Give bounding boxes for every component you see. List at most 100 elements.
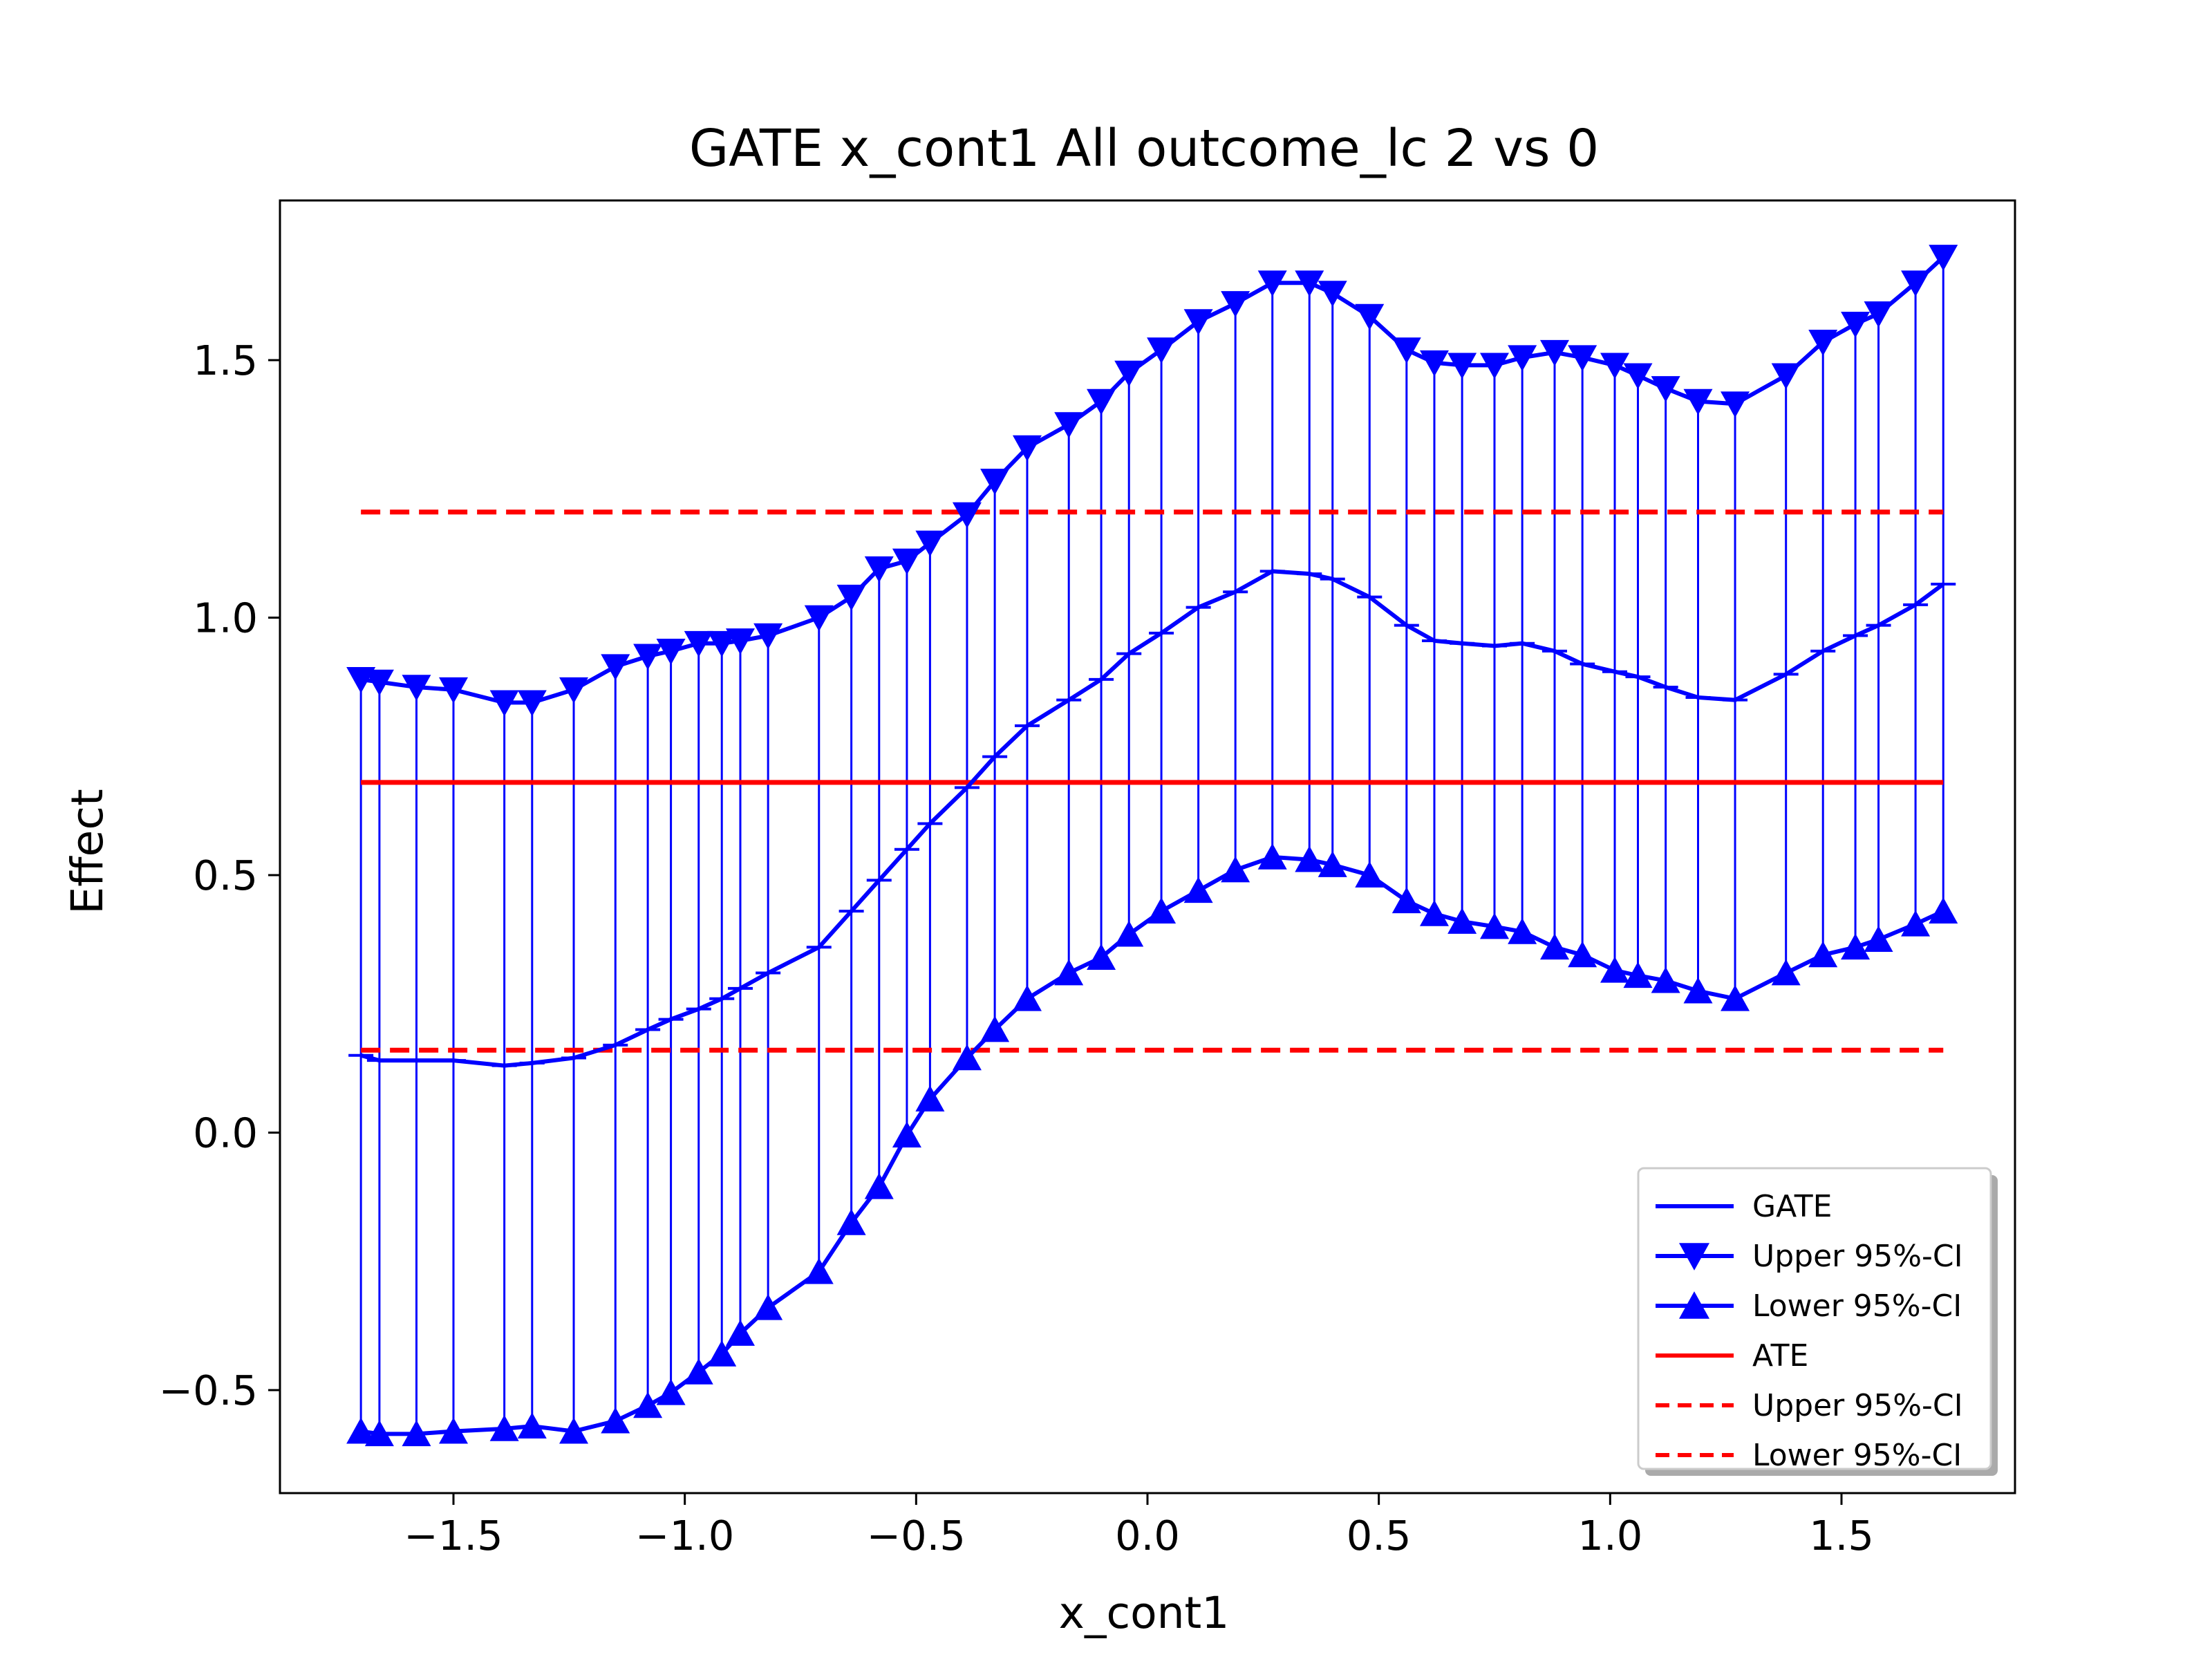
lower-ci-marker (892, 1121, 921, 1148)
lower-ci-marker (864, 1172, 894, 1199)
lower-ci-marker (1864, 926, 1893, 952)
lower-ci-marker (1480, 912, 1509, 939)
lower-ci-marker (753, 1293, 783, 1320)
lower-ci-marker (1901, 910, 1931, 937)
upper-ci-marker (684, 630, 713, 657)
upper-ci-marker (725, 628, 755, 655)
lower-ci-marker (364, 1420, 394, 1447)
lower-ci-marker (1808, 941, 1838, 968)
upper-ci-marker (1841, 311, 1871, 338)
upper-ci-marker (1391, 337, 1421, 364)
upper-ci-marker (601, 654, 630, 681)
upper-ci-marker (952, 502, 982, 529)
lower-ci-marker (1295, 845, 1324, 872)
y-tick-label: 0.0 (193, 1109, 258, 1156)
lower-ci-marker (346, 1417, 376, 1444)
upper-ci-marker (1623, 363, 1653, 390)
lower-ci-marker (1600, 956, 1630, 983)
legend-label: Upper 95%-CI (1752, 1388, 1963, 1423)
lower-ci-marker (1651, 966, 1680, 993)
y-axis-label: Effect (62, 789, 113, 914)
upper-ci-marker (364, 669, 394, 696)
upper-ci-marker (1683, 388, 1713, 415)
chart-title: GATE x_cont1 All outcome_lc 2 vs 0 (689, 119, 1599, 178)
lower-ci-marker (725, 1320, 755, 1346)
lower-ci-marker (804, 1257, 834, 1284)
legend-marker (1679, 1291, 1709, 1319)
lower-ci-marker (836, 1208, 866, 1235)
upper-ci-marker (753, 623, 783, 650)
upper-ci-marker (1221, 291, 1250, 317)
upper-ci-marker (1295, 270, 1324, 297)
lower-ci-marker (1257, 843, 1287, 870)
lower-ci-marker (1508, 917, 1537, 944)
upper-ci-marker (1087, 388, 1116, 415)
x-tick-label: −0.5 (867, 1512, 966, 1559)
upper-ci-marker (1508, 345, 1537, 372)
lower-ci-marker (980, 1015, 1010, 1042)
lower-ci-marker (1929, 897, 1958, 924)
x-tick-label: 0.0 (1115, 1512, 1180, 1559)
lower-ci-marker (1721, 984, 1750, 1011)
lower-ci-marker (1447, 908, 1477, 934)
upper-ci-marker (559, 677, 589, 704)
lower-ci-marker (559, 1417, 589, 1444)
y-tick-label: 1.5 (193, 337, 258, 384)
upper-ci-marker (1054, 412, 1084, 439)
upper-ci-marker (1651, 376, 1680, 402)
upper-ci-marker (1721, 391, 1750, 418)
upper-ci-marker (707, 630, 737, 657)
upper-ci-marker (1929, 245, 1958, 271)
lower-ci-marker (489, 1414, 519, 1441)
upper-ci-marker (1257, 270, 1287, 297)
upper-ci-marker (1808, 330, 1838, 356)
axes: −1.5 −1.0 −0.5 0.0 0.5 1.0 1.5 −0.5 0.0 0.5 1.0 1.5 (159, 199, 2016, 1559)
lower-ci-marker (1540, 933, 1570, 960)
legend-label: Lower 95%-CI (1752, 1288, 1962, 1324)
upper-ci-marker (1568, 345, 1597, 372)
lower-ci-marker (1147, 897, 1177, 924)
legend-box (1637, 1167, 1992, 1470)
upper-ci-marker (1318, 281, 1347, 308)
x-tick-label: −1.5 (404, 1512, 503, 1559)
upper-ci-marker (1012, 435, 1042, 462)
legend-label: Lower 95%-CI (1752, 1438, 1962, 1473)
lower-ci-marker (684, 1358, 713, 1385)
legend-label: GATE (1752, 1189, 1832, 1224)
lower-ci-marker (1771, 959, 1801, 986)
lower-ci-marker (439, 1417, 468, 1444)
lower-ci-marker (1391, 887, 1421, 914)
lower-ci-marker (517, 1412, 547, 1438)
lower-ci-marker (633, 1391, 663, 1418)
lower-ci-marker (707, 1340, 737, 1367)
legend-label: ATE (1752, 1338, 1808, 1374)
upper-ci-marker (402, 675, 431, 701)
lower-ci-marker (1087, 944, 1116, 971)
lower-ci-marker (1183, 877, 1213, 903)
legend-label: Upper 95%-CI (1752, 1239, 1963, 1274)
upper-ci-marker (633, 644, 663, 671)
upper-ci-marker (915, 530, 945, 557)
upper-ci-marker (864, 556, 894, 583)
lower-ci-marker (656, 1378, 686, 1405)
y-tick-label: −0.5 (159, 1367, 258, 1414)
lower-ci-marker (402, 1420, 431, 1447)
upper-ci-marker (1147, 337, 1177, 364)
gate-line (360, 569, 1945, 1068)
upper-ci-marker (439, 677, 468, 704)
lower-ci-marker (1841, 933, 1871, 960)
lower-ci-marker (1318, 851, 1347, 877)
upper-ci-marker (1864, 301, 1893, 328)
x-tick-label: 0.5 (1347, 1512, 1412, 1559)
lower-ci-marker (1054, 959, 1084, 986)
lower-ci-marker (1221, 856, 1250, 883)
x-tick-label: −1.0 (635, 1512, 734, 1559)
upper-ci-marker (489, 690, 519, 717)
upper-ci-marker (1901, 270, 1931, 297)
upper-ci-marker (1447, 353, 1477, 379)
upper-ci-marker (980, 469, 1010, 495)
upper-ci-marker (1771, 363, 1801, 390)
lower-ci-marker (1623, 962, 1653, 988)
